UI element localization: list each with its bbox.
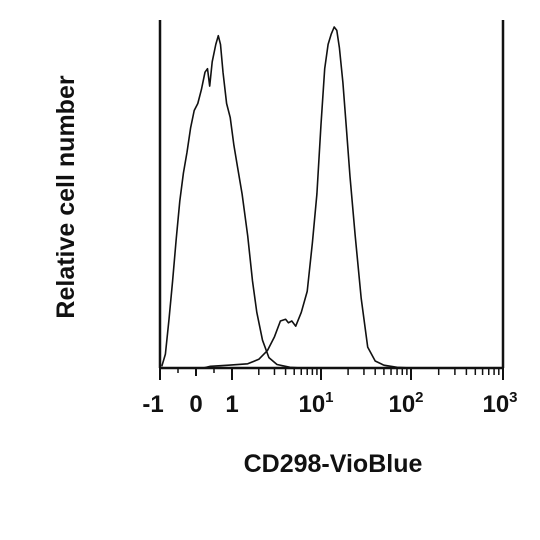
x-ticks bbox=[159, 368, 504, 380]
histogram-series-1 bbox=[161, 34, 302, 369]
x-tick-label: 103 bbox=[482, 389, 517, 418]
x-tick-label: -1 bbox=[142, 391, 163, 418]
x-tick-label: 102 bbox=[388, 389, 423, 418]
series-layer bbox=[161, 26, 412, 369]
x-tick-label: 0 bbox=[189, 391, 202, 418]
plot-frame bbox=[158, 20, 505, 370]
x-tick-label: 1 bbox=[225, 391, 238, 418]
x-tick-label: 101 bbox=[298, 389, 333, 418]
x-tick-labels: -1 0 1 101 102 103 bbox=[142, 389, 517, 418]
histogram-series-2 bbox=[203, 26, 412, 369]
y-axis-title: Relative cell number bbox=[52, 75, 80, 318]
x-axis-title: CD298-VioBlue bbox=[244, 450, 423, 478]
